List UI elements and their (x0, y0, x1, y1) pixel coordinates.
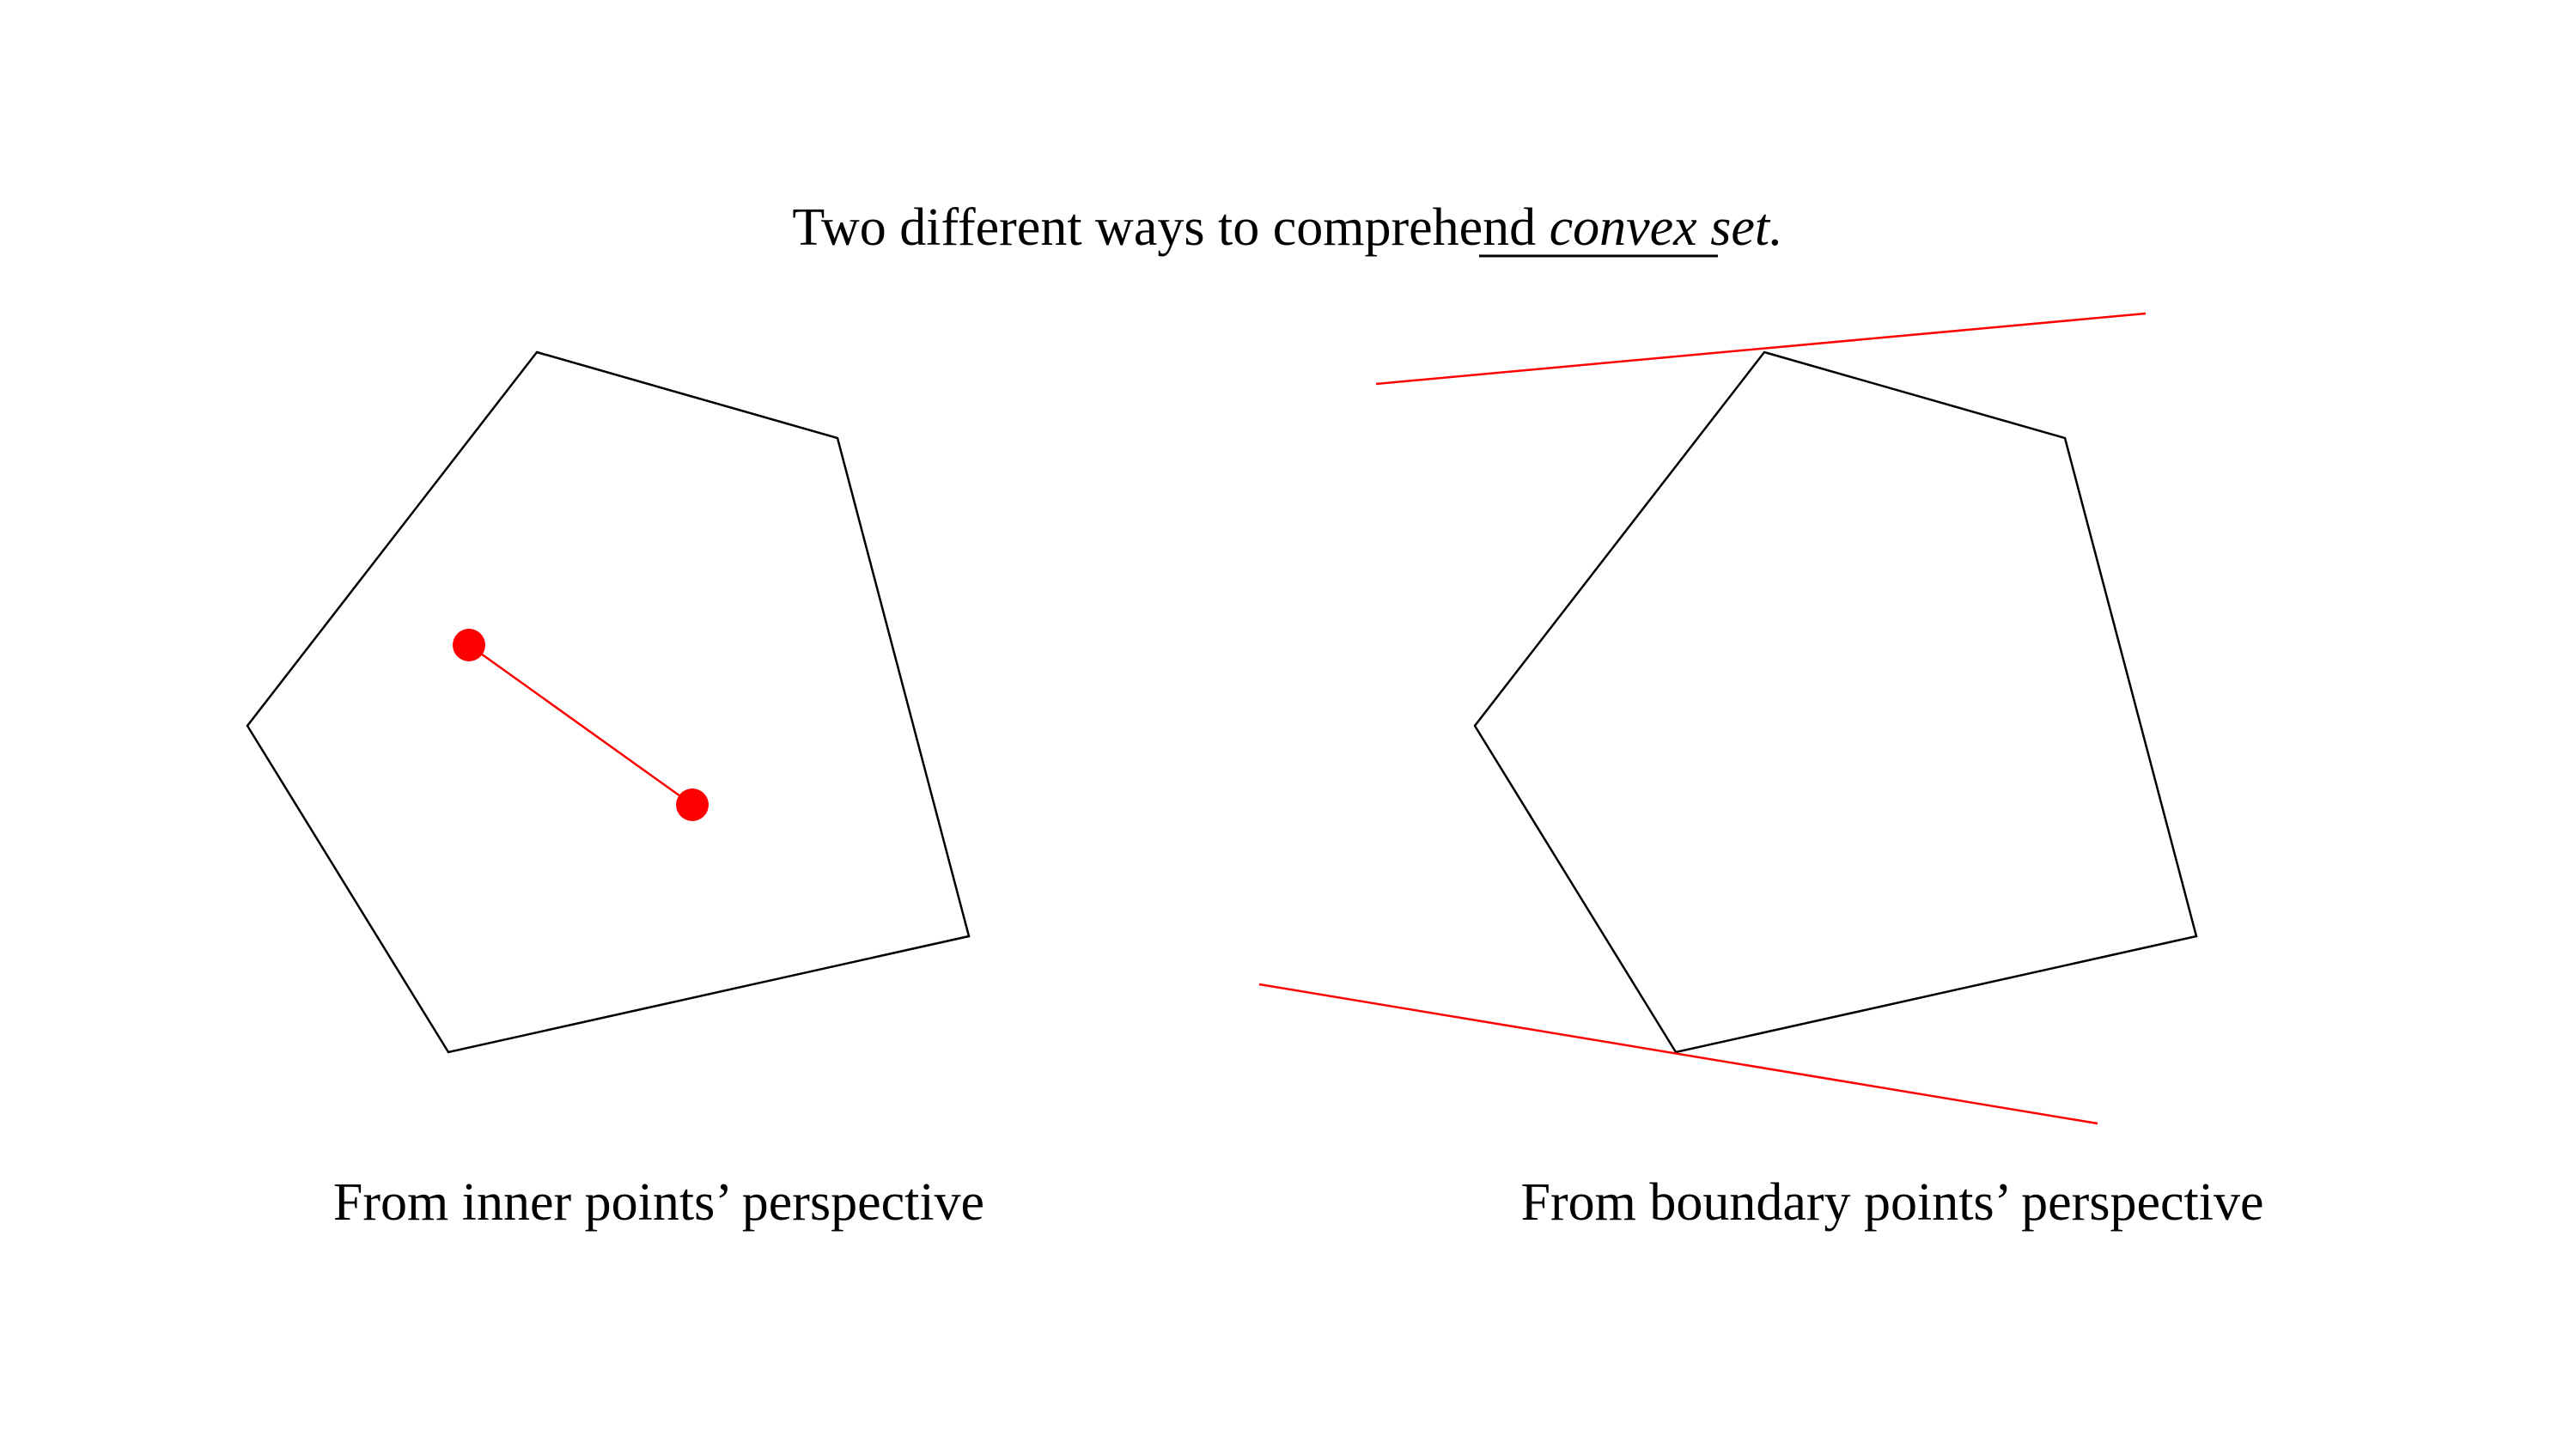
caption-inner-points: From inner points’ perspective (333, 1173, 984, 1232)
panel-inner-points: From inner points’ perspective (246, 350, 984, 1232)
convex-pentagon-right (1473, 350, 2198, 1054)
inner-segment (468, 643, 693, 807)
diagram-title: Two different ways to comprehend convex … (792, 198, 1782, 257)
inner-point-b (676, 788, 709, 821)
title-emphasis: convex set. (1550, 198, 1783, 257)
supporting-line-bottom (1258, 983, 2098, 1125)
title-prefix: Two different ways to comprehend (792, 198, 1549, 257)
panel-boundary-points: From boundary points’ perspective (1258, 312, 2264, 1232)
inner-point-a (453, 629, 485, 661)
convex-pentagon-left (246, 350, 971, 1054)
caption-boundary-points: From boundary points’ perspective (1521, 1173, 2264, 1232)
supporting-line-top (1375, 312, 2147, 386)
